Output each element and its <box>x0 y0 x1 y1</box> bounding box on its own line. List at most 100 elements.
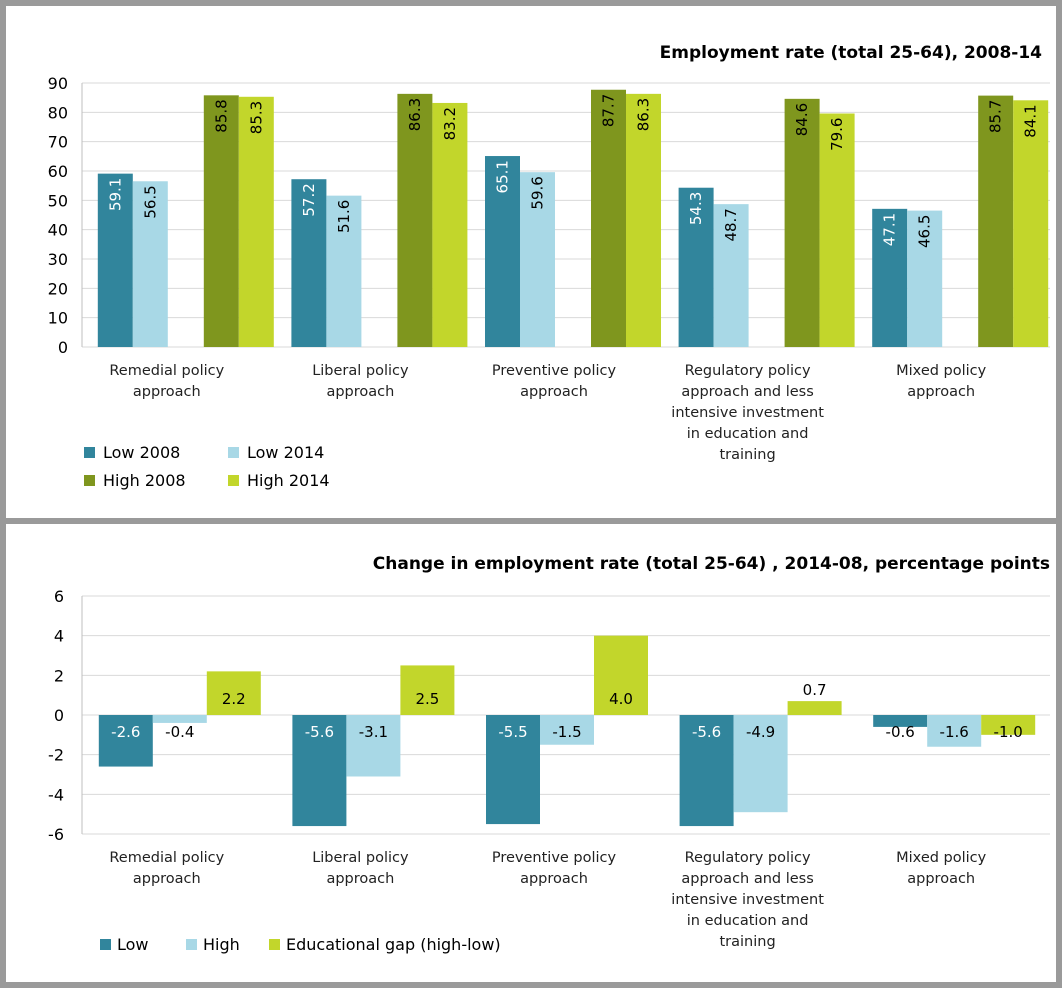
category-label: in education and <box>687 913 809 929</box>
y-tick-label: 6 <box>54 587 64 606</box>
bar <box>679 715 734 827</box>
y-tick-label: 90 <box>48 74 68 93</box>
y-tick-label: -2 <box>48 746 64 765</box>
category-label: Remedial policy <box>109 850 224 866</box>
bar <box>591 89 626 347</box>
data-label: 59.6 <box>529 176 547 209</box>
data-label: -1.0 <box>994 723 1023 741</box>
y-tick-label: 0 <box>58 338 68 357</box>
data-label: 59.1 <box>106 178 124 211</box>
data-label: -5.6 <box>305 723 334 741</box>
data-label: 84.1 <box>1022 104 1040 137</box>
legend-swatch <box>100 939 111 950</box>
data-label: -1.6 <box>940 723 969 741</box>
legend-swatch <box>269 939 280 950</box>
category-label: Regulatory policy <box>685 363 811 379</box>
data-label: -1.5 <box>552 723 581 741</box>
category-label: intensive investment <box>671 892 824 908</box>
bar <box>978 95 1014 347</box>
bar <box>907 210 943 347</box>
bar <box>981 715 1036 735</box>
bar <box>784 98 820 347</box>
bar <box>520 172 555 347</box>
bar <box>400 665 455 715</box>
category-label: approach <box>907 871 975 887</box>
bar <box>98 715 153 767</box>
category-label: training <box>720 447 776 463</box>
data-label: -2.6 <box>111 723 140 741</box>
category-label: approach <box>133 871 201 887</box>
category-label: approach <box>326 871 394 887</box>
data-label: 48.7 <box>722 208 740 241</box>
legend-label: Low 2008 <box>103 443 180 462</box>
legend-label: Educational gap (high-low) <box>286 935 501 954</box>
data-label: 86.3 <box>406 98 424 131</box>
data-label: -0.4 <box>165 723 194 741</box>
bar <box>291 179 327 347</box>
y-tick-label: 4 <box>54 627 64 646</box>
category-label: intensive investment <box>671 405 824 421</box>
data-label: 47.1 <box>881 213 899 246</box>
y-tick-label: -4 <box>48 785 64 804</box>
data-label: 54.3 <box>687 192 705 225</box>
bar <box>203 95 239 347</box>
legend-label: High <box>203 935 240 954</box>
category-label: approach <box>326 384 394 400</box>
data-label: 0.7 <box>803 681 827 699</box>
category-label: training <box>720 934 776 950</box>
y-tick-label: -6 <box>48 825 64 844</box>
bar <box>132 181 168 347</box>
data-label: 65.1 <box>494 160 512 193</box>
chart-title: Employment rate (total 25-64), 2008-14 <box>660 43 1043 63</box>
category-label: approach <box>520 871 588 887</box>
data-label: 85.3 <box>247 101 265 134</box>
y-tick-label: 0 <box>54 706 64 725</box>
category-label: Liberal policy <box>312 363 409 379</box>
data-label: 83.2 <box>441 107 459 140</box>
legend-swatch <box>84 475 95 486</box>
y-tick-label: 30 <box>48 250 68 269</box>
y-tick-label: 70 <box>48 133 68 152</box>
bar <box>432 102 468 348</box>
data-label: 56.5 <box>141 185 159 218</box>
legend-swatch <box>228 447 239 458</box>
y-tick-label: 50 <box>48 191 68 210</box>
category-label: Preventive policy <box>492 363 617 379</box>
data-label: 2.2 <box>222 690 246 708</box>
bar <box>346 715 401 777</box>
category-label: Mixed policy <box>896 363 987 379</box>
data-label: -4.9 <box>746 723 775 741</box>
bar <box>787 701 842 715</box>
legend-swatch <box>84 447 95 458</box>
employment-rate-chart: Employment rate (total 25-64), 2008-14 0 1… <box>48 43 1050 490</box>
data-label: 87.7 <box>600 94 618 127</box>
bar <box>733 715 788 813</box>
category-label: Liberal policy <box>312 850 409 866</box>
bar <box>485 156 520 347</box>
data-label: 4.0 <box>609 690 633 708</box>
data-label: 79.6 <box>828 118 846 151</box>
category-label: approach and less <box>681 871 813 887</box>
bar <box>873 715 928 727</box>
category-label: Preventive policy <box>492 850 617 866</box>
category-label: in education and <box>687 426 809 442</box>
bar <box>626 93 661 347</box>
data-label: 85.7 <box>987 100 1005 133</box>
employment-change-panel: Change in employment rate (total 25-64) … <box>6 524 1056 982</box>
bar <box>486 715 540 825</box>
data-label: 84.6 <box>793 103 811 136</box>
category-label: Remedial policy <box>109 363 224 379</box>
y-tick-label: 10 <box>48 309 68 328</box>
legend-swatch <box>228 475 239 486</box>
data-label: 46.5 <box>916 215 934 248</box>
y-tick-label: 60 <box>48 162 68 181</box>
data-label: -5.6 <box>692 723 721 741</box>
category-label: Mixed policy <box>896 850 987 866</box>
data-label: 2.5 <box>415 690 439 708</box>
bar <box>238 96 274 347</box>
data-label: -5.5 <box>498 723 527 741</box>
bar <box>397 93 433 347</box>
y-tick-label: 40 <box>48 221 68 240</box>
bar <box>292 715 347 827</box>
bar <box>206 671 261 715</box>
